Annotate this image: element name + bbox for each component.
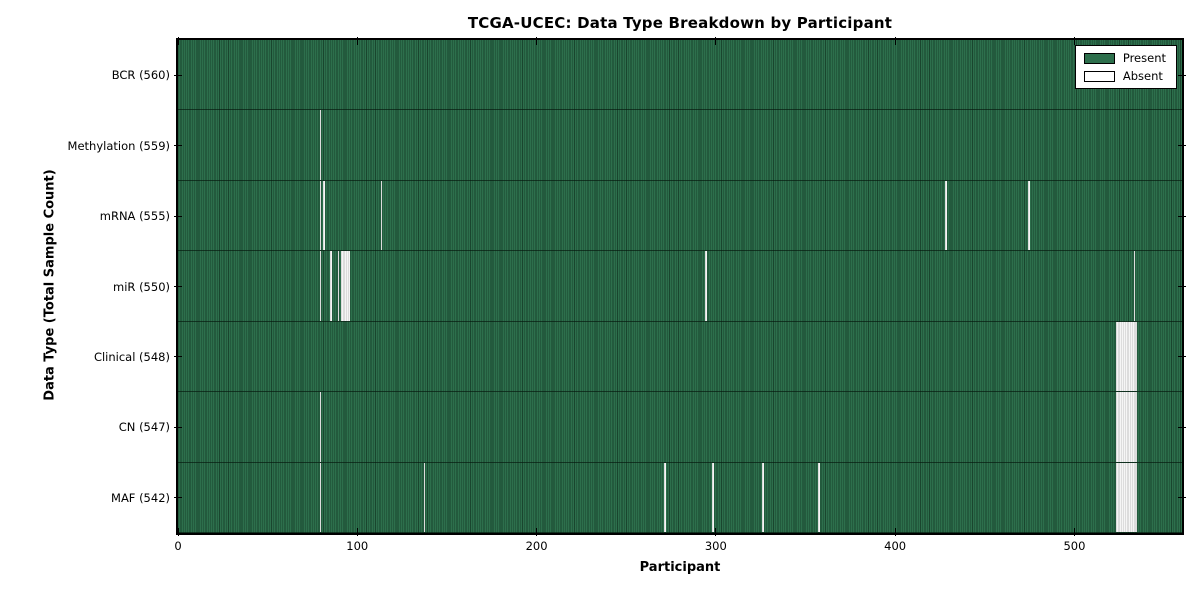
legend-label: Absent [1122, 69, 1163, 83]
absent-bar [1115, 321, 1138, 392]
x-tick-mark [177, 37, 179, 45]
plot-area [174, 37, 1186, 536]
legend-absent-swatch-icon [1083, 70, 1115, 82]
x-tick-mark [177, 528, 179, 536]
absent-bar [319, 462, 322, 532]
heatmap-row [178, 392, 1182, 463]
absent-bar [705, 251, 707, 321]
absent-bar [323, 180, 325, 251]
absent-bar [319, 392, 322, 462]
heatmap-row [178, 40, 1182, 111]
absent-bar [319, 110, 322, 180]
y-tick-mark [174, 145, 182, 147]
legend-label: Present [1122, 51, 1166, 65]
legend: Present Absent [1074, 45, 1177, 89]
y-tick-mark [1178, 286, 1186, 287]
absent-bar [330, 251, 333, 321]
y-tick-label: Clinical (548) [93, 349, 170, 364]
absent-bar [380, 180, 383, 251]
legend-item-absent: Absent [1083, 69, 1166, 83]
x-tick-label: 500 [1063, 539, 1086, 553]
y-tick-label: CN (547) [118, 420, 170, 435]
x-tick-label: 0 [174, 539, 182, 553]
x-axis-title: Participant [639, 560, 721, 575]
absent-bar [1133, 251, 1136, 321]
y-tick-label: BCR (560) [111, 68, 170, 83]
y-tick-mark [1178, 215, 1186, 217]
heatmap-row [178, 110, 1182, 181]
absent-bar [945, 180, 948, 251]
x-tick-mark [715, 37, 717, 45]
legend-item-present: Present [1083, 51, 1166, 65]
absent-bar [818, 462, 820, 532]
chart-title: TCGA-UCEC: Data Type Breakdown by Partic… [467, 14, 893, 32]
y-tick-mark [174, 74, 182, 76]
x-tick-mark [894, 37, 896, 45]
absent-bar [762, 462, 765, 532]
y-tick-mark [174, 286, 182, 287]
y-tick-mark [1178, 145, 1186, 147]
y-tick-label: mRNA (555) [99, 209, 170, 224]
x-tick-mark [356, 37, 358, 45]
heatmap-row [178, 321, 1182, 393]
heatmap-row [178, 180, 1182, 252]
x-tick-mark [1073, 37, 1075, 45]
x-tick-mark [536, 528, 538, 536]
y-tick-mark [174, 356, 182, 358]
x-tick-mark [894, 528, 896, 536]
absent-bar [337, 251, 340, 321]
heatmap-row [178, 462, 1182, 533]
legend-present-swatch-icon [1083, 52, 1115, 64]
absent-bar [712, 462, 715, 532]
x-tick-mark [536, 37, 538, 45]
y-tick-mark [174, 426, 182, 428]
x-tick-mark [1073, 528, 1075, 536]
absent-bar [1115, 462, 1138, 532]
absent-bar [423, 462, 426, 532]
x-tick-label: 400 [884, 539, 907, 553]
x-tick-label: 300 [704, 539, 727, 553]
heatmap-row [178, 251, 1182, 322]
absent-bar [663, 462, 666, 532]
absent-bar [1027, 180, 1030, 251]
y-tick-mark [174, 497, 182, 499]
y-tick-label: miR (550) [113, 279, 170, 294]
x-tick-label: 100 [346, 539, 369, 553]
x-tick-label: 200 [525, 539, 548, 553]
y-tick-mark [174, 215, 182, 217]
y-tick-mark [1178, 426, 1186, 428]
y-tick-mark [1178, 74, 1186, 76]
absent-bar [1115, 392, 1138, 462]
y-tick-mark [1178, 356, 1186, 358]
absent-bar [319, 251, 322, 321]
y-tick-mark [1178, 497, 1186, 499]
absent-bar [319, 180, 322, 251]
absent-bar [341, 251, 351, 321]
y-tick-label: MAF (542) [111, 490, 170, 505]
x-tick-mark [715, 528, 717, 536]
y-tick-label: Methylation (559) [67, 138, 170, 153]
x-tick-mark [356, 528, 358, 536]
